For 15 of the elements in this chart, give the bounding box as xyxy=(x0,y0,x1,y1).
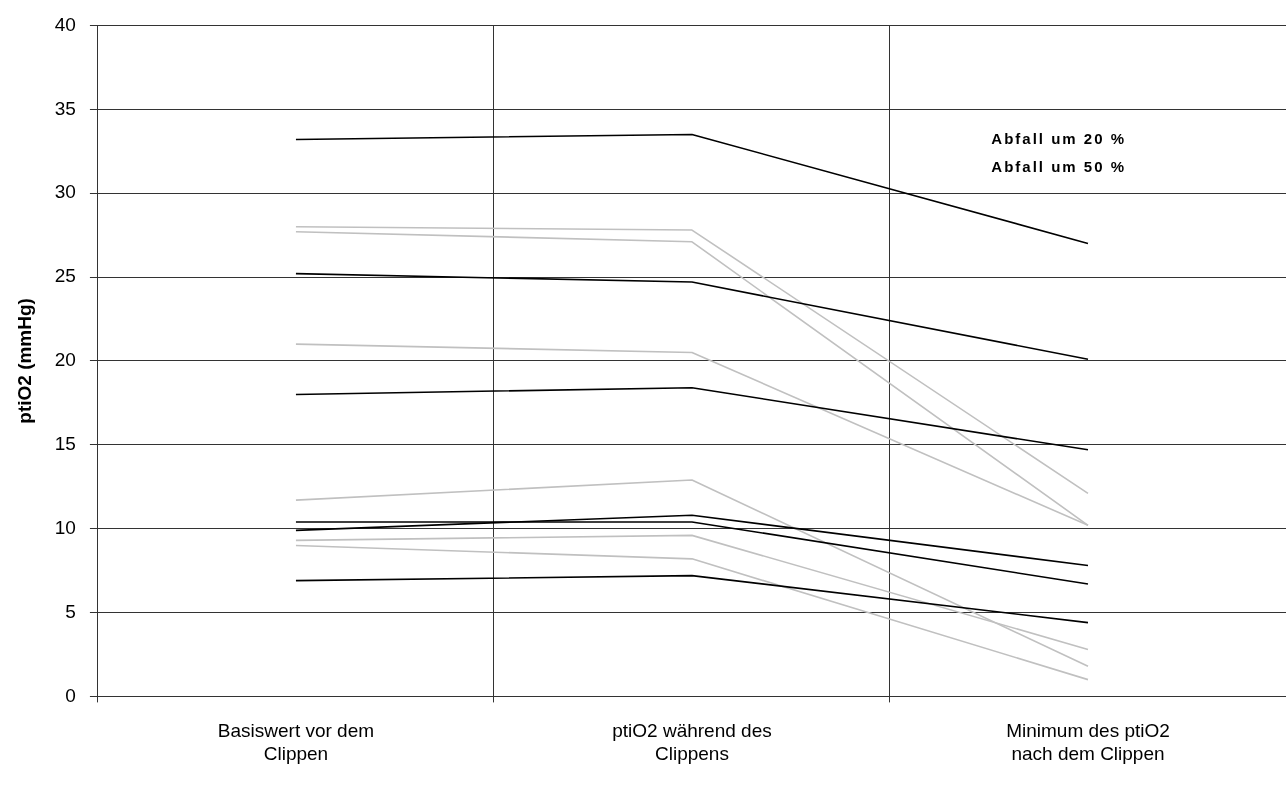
y-tick-label: 40 xyxy=(54,13,76,35)
annotation: Abfall um 50 % xyxy=(991,157,1127,175)
y-tick-label: 15 xyxy=(54,433,76,455)
x-tick-label: ptiO2 während des Clippens xyxy=(612,720,772,764)
y-tick-label: 35 xyxy=(54,97,76,119)
x-tick-label: Basiswert vor dem Clippen xyxy=(217,720,375,764)
annotation: Abfall um 20 % xyxy=(991,129,1127,147)
y-axis-title: ptiO2 (mmHg) xyxy=(13,298,35,424)
y-tick-label: 20 xyxy=(54,349,76,371)
x-tick-label: Minimum des ptiO2 nach dem Clippen xyxy=(1006,720,1170,764)
y-tick-label: 25 xyxy=(54,265,76,287)
y-tick-label: 0 xyxy=(65,684,76,706)
y-tick-label: 5 xyxy=(65,600,76,622)
y-tick-label: 10 xyxy=(54,516,76,538)
y-tick-label: 30 xyxy=(54,181,76,203)
